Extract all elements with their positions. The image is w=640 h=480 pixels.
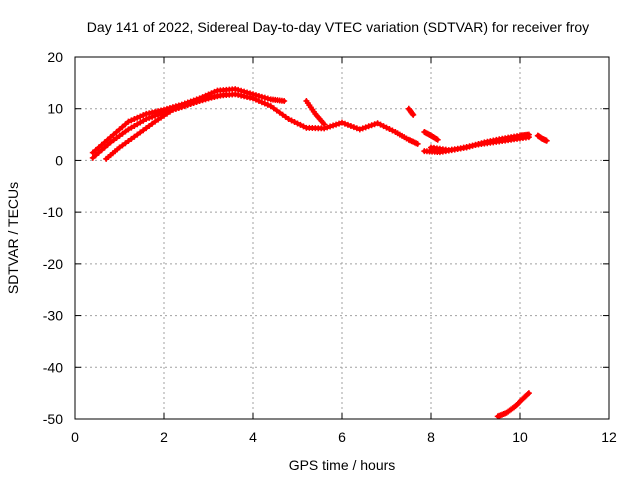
data-series-track-4 [303, 97, 328, 128]
y-tick-label: 10 [47, 101, 63, 117]
data-point-marker [193, 98, 200, 105]
y-tick-label: 20 [47, 49, 63, 65]
data-series-track-8 [428, 131, 532, 154]
data-series-track-10 [494, 390, 532, 420]
data-point-marker [472, 141, 479, 148]
data-point-marker [350, 124, 357, 131]
data-point-marker [359, 125, 366, 132]
data-series-track-6 [421, 128, 441, 143]
data-point-marker [543, 137, 550, 144]
data-point-marker [175, 104, 182, 111]
x-tick-label: 8 [427, 429, 435, 445]
data-point-marker [281, 97, 288, 104]
data-point-marker [414, 140, 421, 147]
grid-layer [75, 57, 609, 419]
data-series-track-9 [534, 132, 550, 144]
x-tick-label: 4 [249, 429, 257, 445]
data-series-track-5 [405, 105, 417, 118]
data-point-marker [155, 111, 162, 118]
data-point-marker [341, 120, 348, 127]
y-tick-label: -10 [43, 204, 63, 220]
data-point-marker [525, 390, 532, 397]
data-point-marker [333, 121, 340, 128]
data-point-marker [146, 114, 153, 121]
tick-layer: 0 2 4 6 8 10 12 -50 -40 -30 -20 -10 0 10 20 [43, 49, 617, 445]
data-point-marker [258, 93, 265, 100]
x-tick-label: 12 [601, 429, 617, 445]
data-layer [89, 86, 550, 420]
y-tick-label: -30 [43, 308, 63, 324]
y-tick-label: -50 [43, 411, 63, 427]
data-point-marker [181, 102, 188, 109]
data-point-marker [475, 141, 482, 148]
data-point-marker [143, 116, 150, 123]
data-point-marker [362, 124, 369, 131]
data-point-marker [371, 121, 378, 128]
data-point-marker [264, 95, 271, 102]
y-tick-label: -20 [43, 256, 63, 272]
data-point-marker [187, 100, 194, 107]
x-tick-label: 6 [338, 429, 346, 445]
data-point-marker [223, 91, 230, 98]
x-tick-label: 2 [160, 429, 168, 445]
data-point-marker [463, 144, 470, 151]
data-point-marker [347, 123, 354, 130]
data-point-marker [172, 105, 179, 112]
data-point-marker [190, 99, 197, 106]
data-point-marker [525, 131, 532, 138]
data-series-track-2 [89, 91, 421, 161]
data-point-marker [327, 123, 334, 130]
data-point-marker [330, 122, 337, 129]
data-point-marker [478, 140, 485, 147]
data-point-marker [196, 97, 203, 104]
data-point-marker [466, 143, 473, 150]
data-point-marker [336, 120, 343, 127]
data-point-marker [344, 121, 351, 128]
data-point-marker [152, 112, 159, 119]
y-axis-label: SDTVAR / TECUs [5, 182, 21, 294]
data-point-marker [469, 142, 476, 149]
data-point-marker [149, 113, 156, 120]
data-point-marker [184, 101, 191, 108]
x-tick-label: 0 [71, 429, 79, 445]
data-point-marker [410, 111, 417, 118]
x-axis-label: GPS time / hours [289, 457, 396, 473]
data-point-marker [202, 96, 209, 103]
data-point-marker [199, 97, 206, 104]
data-point-marker [434, 136, 441, 143]
data-point-marker [339, 119, 345, 126]
data-point-marker [353, 125, 360, 132]
data-point-marker [524, 391, 531, 398]
data-point-marker [232, 86, 239, 93]
chart-title: Day 141 of 2022, Sidereal Day-to-day VTE… [87, 19, 589, 35]
y-tick-label: 0 [55, 152, 63, 168]
data-series-track-3 [103, 91, 230, 162]
data-point-marker [356, 126, 363, 133]
data-point-marker [368, 122, 375, 129]
data-point-marker [321, 121, 328, 128]
data-point-marker [261, 94, 268, 101]
data-point-marker [169, 106, 176, 113]
y-tick-label: -40 [43, 359, 63, 375]
data-point-marker [178, 103, 185, 110]
data-point-marker [324, 124, 331, 131]
data-point-marker [365, 123, 372, 130]
x-tick-label: 10 [512, 429, 528, 445]
